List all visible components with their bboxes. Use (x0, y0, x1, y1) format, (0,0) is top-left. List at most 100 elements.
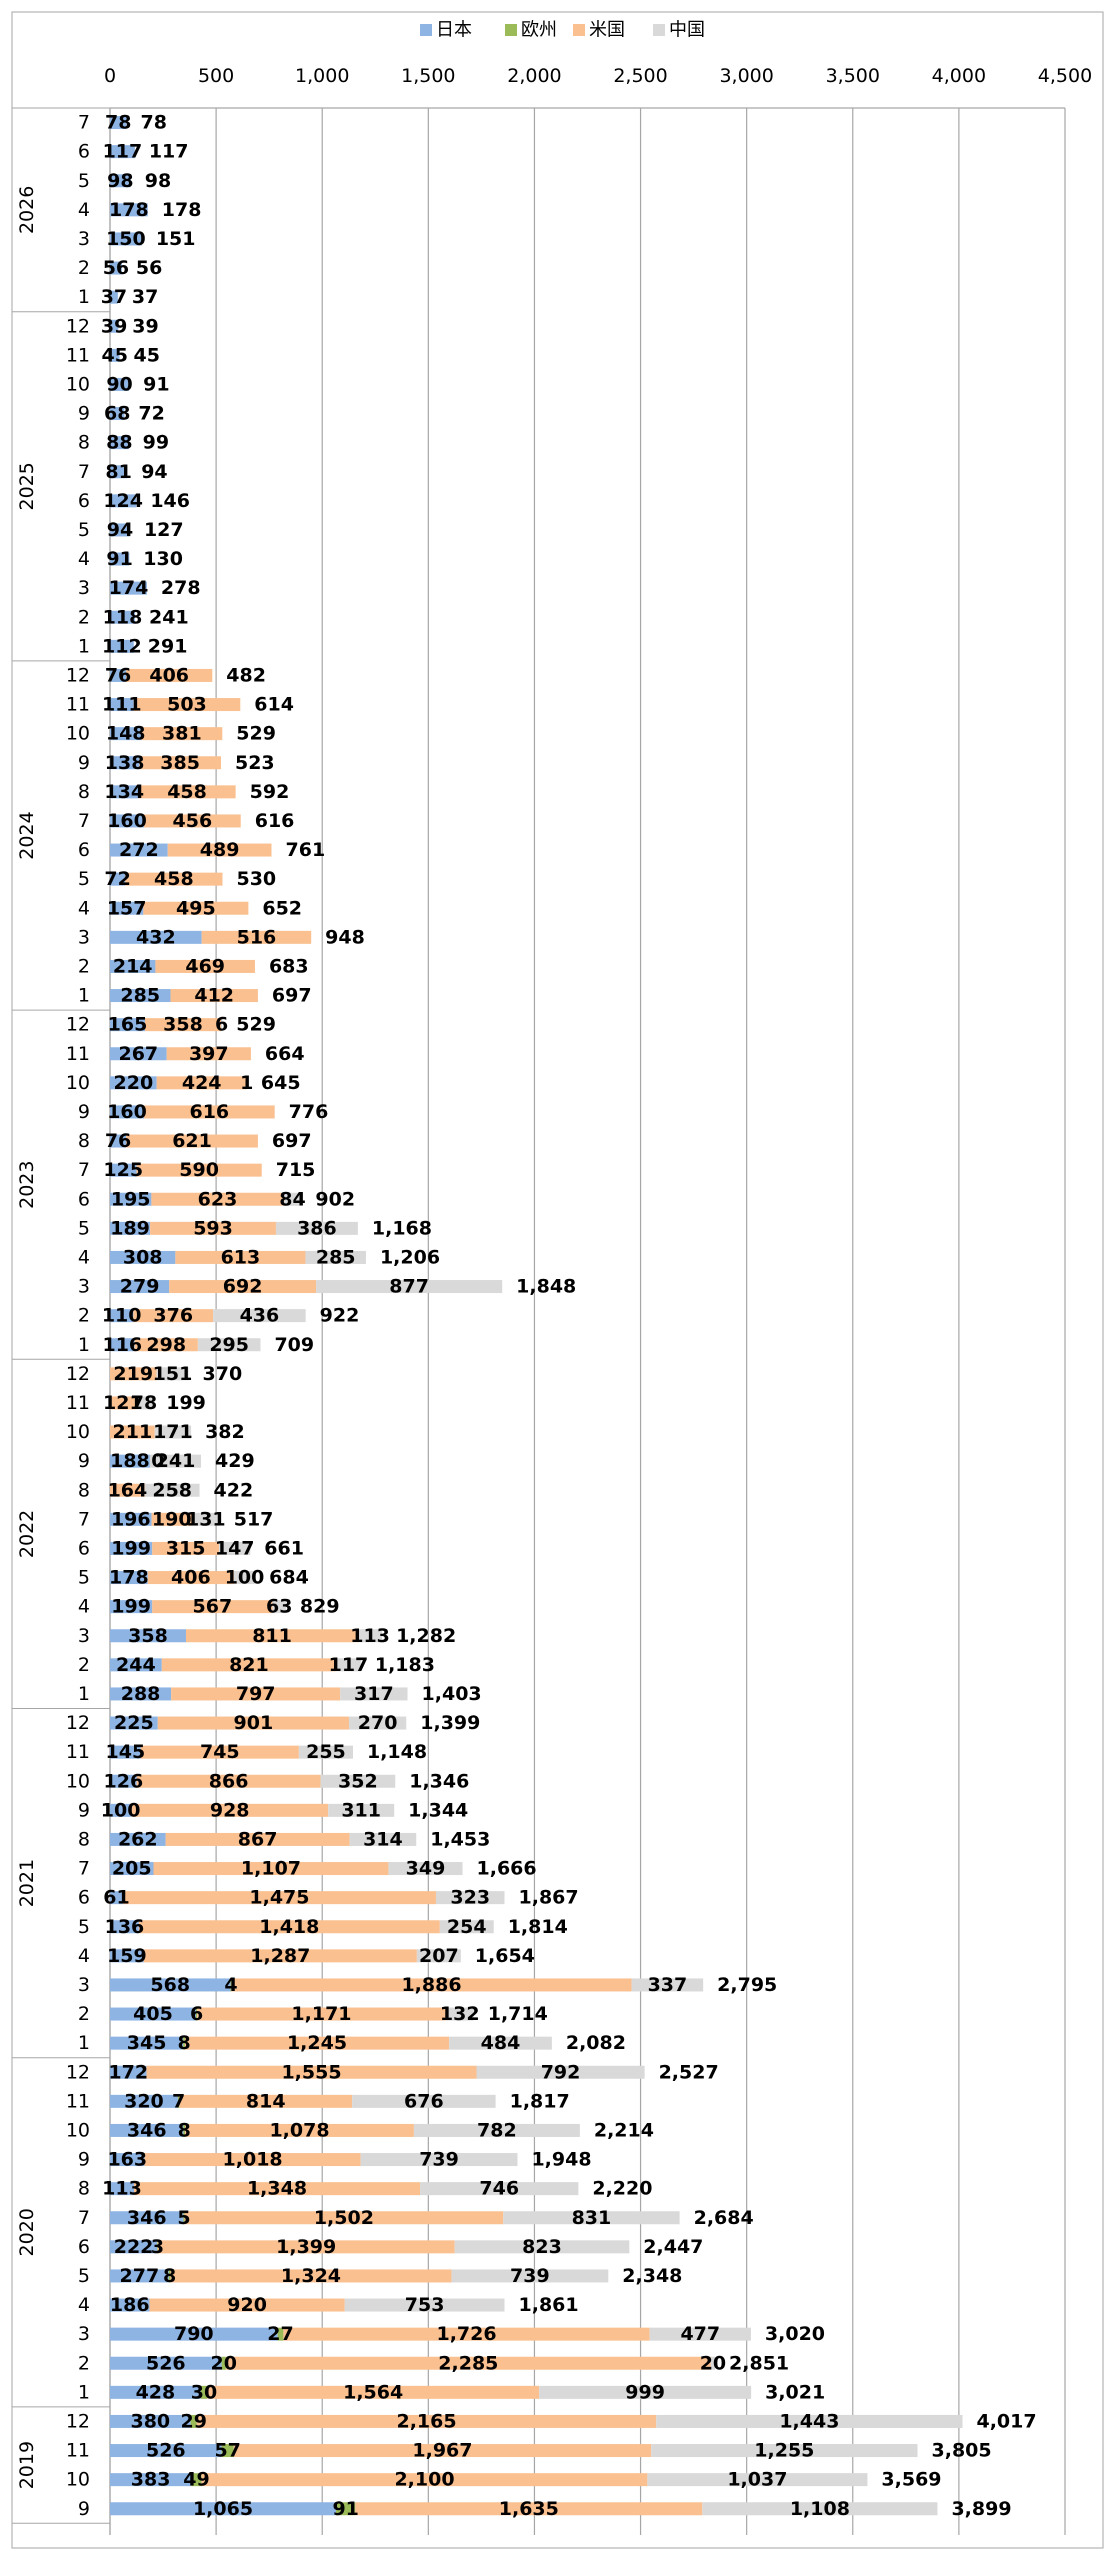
data-label-total: 1,148 (367, 1741, 427, 1763)
month-label: 7 (78, 2207, 90, 2229)
data-label-japan: 196 (111, 1508, 151, 1530)
data-label-japan: 380 (130, 2410, 170, 2432)
data-label-japan: 118 (103, 606, 143, 628)
data-label-japan: 90 (106, 373, 132, 395)
month-label: 2 (78, 2003, 90, 2025)
data-label-japan: 308 (123, 1246, 163, 1268)
x-tick-label: 4,000 (932, 65, 986, 87)
data-label-usa: 219 (113, 1363, 153, 1385)
data-label-usa: 593 (193, 1217, 233, 1239)
data-label-total: 37 (132, 286, 158, 308)
data-label-china: 241 (156, 1450, 196, 1472)
data-label-usa: 406 (171, 1567, 211, 1589)
month-label: 8 (78, 2178, 90, 2200)
data-label-china: 831 (572, 2207, 612, 2229)
data-label-japan: 358 (128, 1625, 168, 1647)
month-label: 5 (78, 170, 90, 192)
data-label-japan: 72 (104, 868, 130, 890)
data-label-japan: 68 (104, 403, 130, 425)
data-label-total: 72 (138, 403, 164, 425)
data-label-china: 131 (186, 1508, 226, 1530)
data-label-japan: 199 (111, 1596, 151, 1618)
month-label: 4 (78, 1945, 90, 1967)
data-label-total: 529 (236, 1014, 276, 1036)
data-label-total: 1,861 (519, 2294, 579, 2316)
data-label-total: 2,851 (729, 2352, 789, 2374)
data-label-china: 739 (419, 2149, 459, 2171)
data-label-total: 2,447 (643, 2236, 703, 2258)
data-label-total: 94 (141, 461, 167, 483)
data-label-japan: 244 (116, 1654, 156, 1676)
data-label-japan: 222 (114, 2236, 154, 2258)
month-label: 1 (78, 2381, 90, 2403)
data-label-japan: 188 (110, 1450, 150, 1472)
month-label: 12 (66, 315, 90, 337)
data-label-japan: 189 (110, 1217, 150, 1239)
data-label-china: 78 (131, 1392, 157, 1414)
month-label: 11 (66, 1741, 90, 1763)
data-label-usa: 358 (163, 1014, 203, 1036)
data-label-china: 676 (404, 2090, 444, 2112)
month-label: 9 (78, 403, 90, 425)
month-label: 2 (78, 955, 90, 977)
data-label-china: 1,037 (727, 2469, 787, 2491)
data-label-usa: 797 (236, 1683, 276, 1705)
data-label-china: 484 (481, 2032, 521, 2054)
data-label-china: 295 (209, 1334, 249, 1356)
month-label: 10 (66, 723, 90, 745)
data-label-japan: 790 (174, 2323, 214, 2345)
data-label-japan: 160 (107, 1101, 147, 1123)
data-label-total: 2,082 (566, 2032, 626, 2054)
month-label: 9 (78, 2149, 90, 2171)
legend-swatch (653, 24, 665, 36)
data-label-usa: 516 (237, 926, 277, 948)
data-label-total: 1,948 (531, 2149, 591, 2171)
month-label: 8 (78, 1130, 90, 1152)
legend-swatch (573, 24, 585, 36)
month-label: 12 (66, 1712, 90, 1734)
data-label-usa: 1,078 (269, 2119, 329, 2141)
data-label-total: 370 (203, 1363, 243, 1385)
month-label: 4 (78, 1596, 90, 1618)
month-label: 9 (78, 2498, 90, 2520)
legend-label: 日本 (436, 20, 472, 41)
data-label-japan: 320 (124, 2090, 164, 2112)
data-label-china: 1,255 (754, 2440, 814, 2462)
data-label-usa: 458 (154, 868, 194, 890)
legend-label: 米国 (589, 20, 625, 41)
month-label: 10 (66, 2119, 90, 2141)
data-label-japan: 346 (127, 2119, 167, 2141)
data-label-total: 130 (143, 548, 183, 570)
data-label-total: 91 (143, 373, 169, 395)
month-label: 11 (66, 1392, 90, 1414)
month-label: 6 (78, 141, 90, 163)
month-label: 3 (78, 2323, 90, 2345)
data-label-europe: 20 (211, 2352, 237, 2374)
data-label-total: 922 (320, 1305, 360, 1327)
month-label: 4 (78, 2294, 90, 2316)
data-label-china: 285 (316, 1246, 356, 1268)
month-label: 5 (78, 2265, 90, 2287)
month-label: 11 (66, 2440, 90, 2462)
data-label-total: 530 (236, 868, 276, 890)
month-label: 1 (78, 2032, 90, 2054)
data-label-japan: 78 (105, 112, 131, 134)
data-label-japan: 172 (108, 2061, 148, 2083)
data-label-japan: 160 (107, 810, 147, 832)
data-label-total: 482 (226, 664, 266, 686)
x-tick-label: 0 (104, 65, 116, 87)
month-label: 10 (66, 1072, 90, 1094)
data-label-total: 1,848 (516, 1276, 576, 1298)
data-label-usa: 2,100 (394, 2469, 454, 2491)
month-label: 8 (78, 781, 90, 803)
data-label-china: 999 (625, 2381, 665, 2403)
data-label-usa: 2,285 (438, 2352, 498, 2374)
data-label-japan: 225 (114, 1712, 154, 1734)
x-tick-label: 500 (198, 65, 234, 87)
month-label: 10 (66, 1421, 90, 1443)
data-label-usa: 315 (166, 1537, 206, 1559)
month-label: 2 (78, 257, 90, 279)
month-label: 7 (78, 810, 90, 832)
data-label-china: 782 (477, 2119, 517, 2141)
data-label-total: 151 (156, 228, 196, 250)
